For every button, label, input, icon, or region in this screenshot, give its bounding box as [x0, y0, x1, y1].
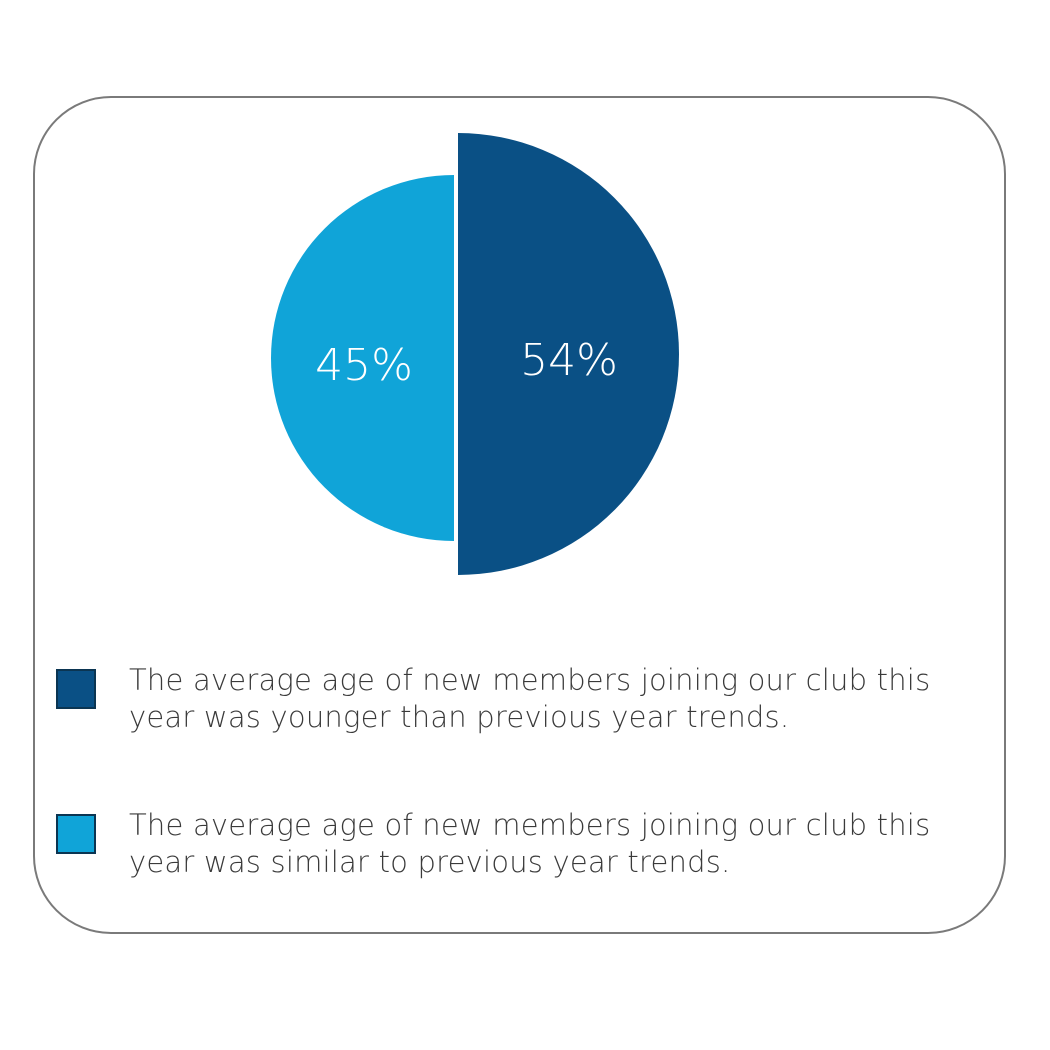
legend-swatch-younger — [56, 669, 96, 709]
legend-item-younger: The average age of new members joining o… — [56, 662, 996, 742]
pie-slice-younger — [458, 133, 679, 575]
slice-label-younger: 54% — [520, 335, 618, 386]
slice-label-similar: 45% — [315, 340, 413, 391]
legend-item-similar: The average age of new members joining o… — [56, 807, 996, 887]
pie-slice-similar — [271, 175, 454, 541]
pie-labels: 54% 45% — [315, 335, 618, 391]
pie-slices — [271, 133, 679, 575]
legend-label-younger: The average age of new members joining o… — [129, 663, 931, 734]
legend-swatch-similar — [56, 814, 96, 854]
legend-label-similar: The average age of new members joining o… — [129, 808, 931, 879]
